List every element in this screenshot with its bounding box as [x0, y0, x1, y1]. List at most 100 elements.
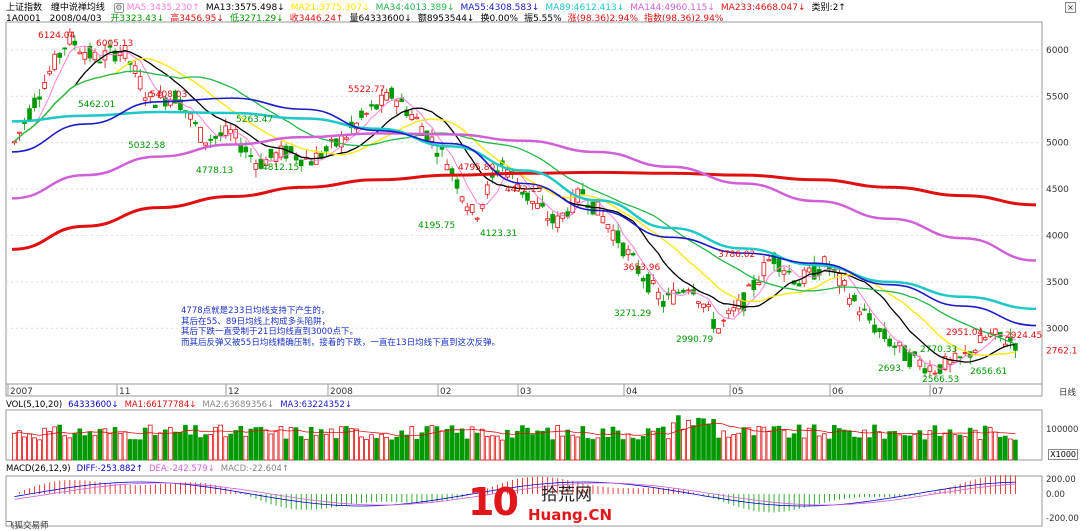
- volume-bar: [640, 436, 646, 461]
- ohlc-bar: 1A0001 2008/04/03 开3323.43↓ 高3456.95↓ 低327…: [6, 11, 729, 24]
- volume-bar: [323, 433, 329, 461]
- candle-body: [17, 131, 22, 134]
- price-extreme-label: 2566.53: [922, 375, 959, 385]
- macd-axis-label: 0.00: [1046, 490, 1065, 500]
- macd-legend-item: MACD(26,12,9): [6, 464, 71, 474]
- volume-bar: [992, 431, 998, 461]
- candle-body: [374, 104, 379, 110]
- volume-bar: [127, 439, 133, 461]
- volume-bar: [334, 438, 339, 461]
- volume-bar: [464, 438, 470, 461]
- volume-bar: [997, 436, 1003, 461]
- settings-icon[interactable]: ⚙: [113, 3, 124, 13]
- candle-body: [867, 313, 872, 321]
- candle-body: [52, 53, 57, 70]
- candle-body: [555, 215, 560, 228]
- volume-bar: [726, 436, 731, 461]
- ohlc-item: 开3323.43↓: [110, 14, 165, 24]
- candle-body: [484, 184, 490, 195]
- volume-bar: [987, 427, 993, 461]
- candle-body: [977, 334, 983, 344]
- volume-bar: [27, 433, 32, 461]
- candle-body: [761, 261, 767, 277]
- candle-body: [298, 159, 304, 167]
- candle-body: [862, 308, 867, 311]
- volume-bars: 100000: [12, 415, 1078, 461]
- candle-body: [42, 81, 47, 89]
- price-extreme-label: 6005.13: [96, 39, 133, 49]
- price-extreme-label: 2951.04: [946, 328, 983, 338]
- volume-bar: [686, 420, 691, 461]
- volume-bar: [635, 439, 641, 461]
- candle-body: [686, 289, 691, 292]
- close-icon[interactable]: ×: [1065, 2, 1076, 13]
- watermark-url: Huang.CN: [528, 506, 613, 524]
- candle-body: [872, 324, 877, 333]
- candle-body: [323, 146, 329, 152]
- volume-bar: [716, 437, 721, 461]
- ma-legend-item: MA89:4612.413↓: [545, 3, 625, 13]
- candle-body: [474, 217, 480, 220]
- volume-legend-item: MA3:63224352↓: [280, 400, 352, 410]
- volume-bar: [459, 428, 465, 461]
- candle-body: [238, 145, 244, 153]
- volume-header: VOL(5,10,20) 64333600↓ MA1:66177784↓ MA2:63…: [6, 400, 358, 410]
- volume-bar: [892, 431, 897, 461]
- candle-body: [751, 279, 757, 291]
- volume-bar: [72, 433, 78, 461]
- candle-body: [655, 291, 661, 300]
- candle-body: [630, 253, 636, 256]
- candle-body: [676, 291, 681, 294]
- candle-body: [857, 311, 862, 316]
- volume-bar: [308, 426, 314, 461]
- candle-body: [711, 318, 716, 329]
- volume-bar: [580, 426, 586, 461]
- volume-bar: [344, 426, 349, 461]
- candle-body: [434, 152, 440, 157]
- volume-bar: [505, 429, 510, 461]
- candle-body: [847, 297, 852, 305]
- volume-bar: [706, 423, 711, 461]
- volume-bar: [374, 438, 379, 461]
- ma-legend-item: 类别:2↑: [811, 3, 846, 13]
- candle-body: [67, 31, 73, 45]
- candle-body: [37, 96, 42, 100]
- volume-bar: [942, 432, 948, 461]
- candle-body: [701, 303, 706, 308]
- candle-body: [424, 130, 430, 142]
- volume-bar: [268, 433, 274, 461]
- panel-controls: ×: [1065, 2, 1076, 13]
- indicator-name[interactable]: 缠中说禅均线: [50, 3, 105, 13]
- volume-bar: [575, 436, 581, 461]
- candle-body: [535, 202, 540, 209]
- volume-bar: [500, 439, 505, 461]
- candle-body: [600, 216, 606, 224]
- volume-bar: [852, 436, 857, 461]
- volume-bar: [766, 431, 772, 461]
- candle-body: [932, 372, 938, 375]
- candle-body: [681, 289, 686, 293]
- volume-bar: [681, 428, 686, 461]
- volume-bar: [439, 430, 445, 461]
- candle-body: [107, 45, 113, 48]
- candle-body: [328, 138, 334, 141]
- period-button[interactable]: 日线: [1058, 388, 1076, 398]
- candle-body: [193, 121, 198, 125]
- volume-bar: [263, 429, 269, 461]
- volume-bar: [982, 425, 988, 461]
- volume-bar: [454, 432, 460, 461]
- volume-bar: [691, 425, 696, 461]
- volume-bar: [449, 425, 455, 461]
- ma-legend-item: MA21:3775.307↓: [290, 3, 370, 13]
- ma-legend-item: MA5:3435.230↑: [126, 3, 200, 13]
- volume-legend-item: 64333600↓: [68, 400, 119, 410]
- candle-body: [545, 218, 550, 221]
- candle-body: [837, 273, 842, 287]
- volume-bar: [535, 430, 540, 461]
- volume-bar: [922, 439, 928, 461]
- volume-bar: [339, 426, 344, 461]
- ma89-line: [11, 110, 1037, 311]
- candle-body: [605, 224, 611, 230]
- ma-items: MA5:3435.230↑ MA13:3575.498↓ MA21:3775.307…: [127, 3, 852, 13]
